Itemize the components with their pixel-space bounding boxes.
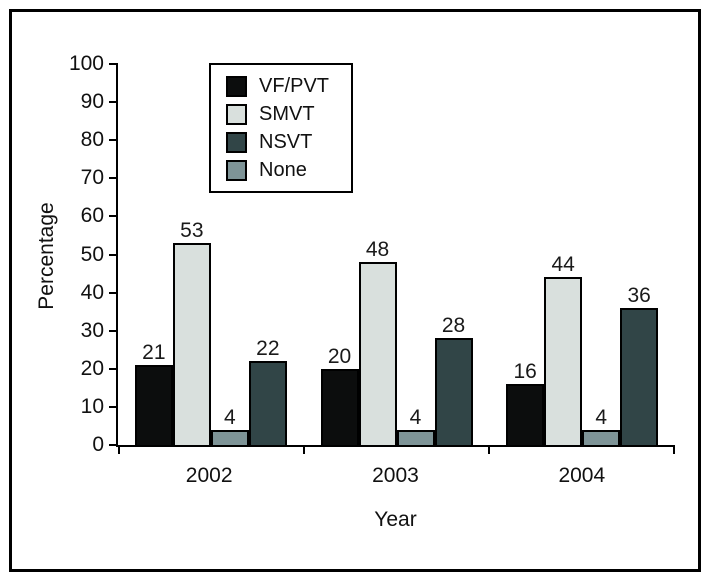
- bar-group-2004: 16 44 4 36: [489, 64, 675, 445]
- x-axis-tick: [118, 445, 120, 454]
- bar-value-label: 20: [327, 344, 352, 368]
- legend-swatch: [226, 159, 247, 181]
- x-category-labels: 2002 2003 2004: [116, 464, 675, 488]
- bar-value-label: 4: [409, 405, 422, 429]
- bar-nsvt-2004: 36: [620, 284, 659, 445]
- bar-value-label: 36: [627, 283, 651, 307]
- x-axis-title: Year: [374, 508, 417, 531]
- bar-group-2002: 21 53 4 22: [118, 64, 304, 445]
- y-axis-tick-label: 70: [80, 166, 104, 190]
- x-axis-tick: [302, 445, 305, 454]
- legend-item-nsvt: NSVT: [226, 128, 347, 156]
- bar-vfpvt-2004: 16: [506, 361, 545, 445]
- legend-swatch: [226, 103, 247, 125]
- plot-area: 21 53 4 22 20 48 4 28 16 44 4 36 0 10 20 30 40 50 60 70 80 9…: [69, 53, 675, 456]
- y-axis-tick: [109, 367, 118, 370]
- y-axis-tick-label: 40: [80, 280, 104, 304]
- bar-value-label: 4: [223, 405, 236, 429]
- legend-label: None: [259, 158, 307, 181]
- x-axis-tick: [488, 445, 491, 454]
- bar-value-label: 4: [595, 405, 608, 429]
- y-axis-tick-label: 80: [80, 128, 104, 152]
- legend-label: SMVT: [259, 102, 315, 125]
- y-axis-tick: [109, 405, 118, 408]
- bar-nsvt-2003: 28: [434, 315, 473, 445]
- y-axis-tick: [109, 444, 118, 446]
- bar-value-label: 22: [256, 337, 280, 361]
- y-axis-tick: [109, 177, 118, 180]
- bar-none-2004: 4: [582, 406, 621, 445]
- y-axis-tick-label: 30: [80, 318, 104, 342]
- bar-none-2002: 4: [210, 406, 249, 445]
- y-axis-tick-label: 60: [80, 204, 104, 228]
- bar-value-label: 21: [142, 341, 166, 364]
- y-axis-tick-label: 90: [80, 90, 104, 114]
- legend-label: NSVT: [259, 130, 313, 153]
- bar-value-label: 48: [365, 238, 390, 262]
- figure-border: [9, 9, 701, 572]
- y-axis-tick: [109, 291, 118, 294]
- legend-item-vfpvt: VF/PVT: [226, 72, 347, 100]
- legend-label: VF/PVT: [259, 74, 330, 97]
- y-axis-tick: [109, 139, 118, 142]
- x-category-label-2003: 2003: [372, 464, 419, 487]
- bar-value-label: 53: [180, 219, 204, 243]
- bar-groups: 21 53 4 22 20 48 4 28 16 44 4 36: [118, 64, 675, 445]
- y-axis-tick-label: 10: [80, 394, 104, 418]
- y-axis-tick: [109, 329, 118, 332]
- y-axis-tick-label: 50: [80, 242, 104, 266]
- bar-value-label: 16: [513, 360, 537, 384]
- legend-swatch: [226, 75, 247, 97]
- y-axis-tick-label: 0: [92, 433, 104, 456]
- bar-nsvt-2002: 22: [248, 338, 287, 445]
- x-category-label-2002: 2002: [185, 464, 233, 487]
- legend-swatch: [226, 131, 247, 153]
- bar-smvt-2003: 48: [358, 239, 397, 445]
- y-axis-tick: [109, 253, 118, 256]
- bar-value-label: 28: [441, 314, 466, 338]
- y-axis-tick: [109, 101, 118, 104]
- bar-vfpvt-2003: 20: [320, 345, 359, 445]
- y-axis-tick: [109, 215, 118, 218]
- bar-vfpvt-2002: 21: [134, 342, 173, 445]
- x-axis-tick: [673, 445, 675, 454]
- bar-smvt-2004: 44: [544, 254, 583, 445]
- y-axis-tick-label: 20: [80, 356, 104, 380]
- bar-smvt-2002: 53: [172, 220, 211, 445]
- bar-none-2003: 4: [396, 406, 435, 445]
- bar-group-2003: 20 48 4 28: [304, 64, 490, 445]
- y-axis-tick-label: 100: [68, 52, 104, 75]
- legend-item-smvt: SMVT: [226, 100, 347, 128]
- x-category-label-2004: 2004: [558, 464, 606, 487]
- y-axis-tick: [109, 63, 118, 65]
- legend-item-none: None: [226, 156, 347, 184]
- legend: VF/PVT SMVT NSVT None: [209, 63, 353, 193]
- bar-value-label: 44: [551, 253, 575, 277]
